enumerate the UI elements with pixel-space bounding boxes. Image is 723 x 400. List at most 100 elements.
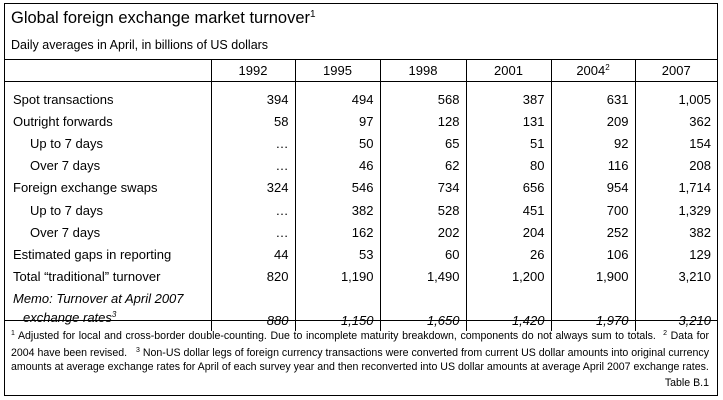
cell-value: 154 <box>634 132 717 155</box>
column-header: 2001 <box>465 59 551 82</box>
cell-value: 204 <box>465 221 551 244</box>
header-row: 1992 1995 1998 2001 20042 2007 <box>5 59 717 82</box>
table-row: Total “traditional” turnover 820 1,190 1… <box>5 265 717 288</box>
memo-value: 1,650 <box>379 287 466 331</box>
cell-value: 131 <box>465 110 551 133</box>
footnote-marker: 2 <box>663 330 668 337</box>
cell-value: 106 <box>550 243 635 266</box>
table-frame: Global foreign exchange market turnover1… <box>4 3 718 396</box>
cell-value: 1,490 <box>379 265 466 288</box>
memo-value: 3,210 <box>634 287 717 331</box>
column-header: 2007 <box>634 59 717 82</box>
row-label: Estimated gaps in reporting <box>13 246 172 262</box>
table-row: Spot transactions 394 494 568 387 631 1,… <box>5 81 717 111</box>
table-subtitle: Daily averages in April, in billions of … <box>11 38 269 52</box>
cell-value: 208 <box>634 154 717 177</box>
memo-value: 1,970 <box>550 287 635 331</box>
cell-value: 1,900 <box>550 265 635 288</box>
row-label: Spot transactions <box>13 91 114 107</box>
cell-value: 128 <box>379 110 466 133</box>
memo-value: 1,150 <box>294 287 380 331</box>
cell-value: 129 <box>634 243 717 266</box>
column-footnote-marker: 2 <box>605 62 610 72</box>
row-label: Up to 7 days <box>30 135 103 151</box>
memo-value: 1,420 <box>465 287 551 331</box>
cell-value: 700 <box>550 198 635 222</box>
cell-value: 162 <box>294 221 380 244</box>
cell-value: 92 <box>550 132 635 155</box>
cell-value: 387 <box>465 81 551 111</box>
table-row: Over 7 days … 162 202 204 252 382 <box>5 221 717 244</box>
cell-value: … <box>210 132 295 155</box>
cell-value: … <box>210 154 295 177</box>
cell-value: 734 <box>379 176 466 199</box>
column-header: 1998 <box>379 59 466 82</box>
cell-value: 382 <box>634 221 717 244</box>
cell-value: 656 <box>465 176 551 199</box>
cell-value: 394 <box>210 81 295 111</box>
row-label: Over 7 days <box>30 224 101 240</box>
cell-value: 3,210 <box>634 265 717 288</box>
cell-value: 1,005 <box>634 81 717 111</box>
cell-value: 362 <box>634 110 717 133</box>
title-footnote-marker: 1 <box>310 9 316 20</box>
cell-value: 80 <box>465 154 551 177</box>
table-row: Estimated gaps in reporting 44 53 60 26 … <box>5 243 717 266</box>
cell-value: 51 <box>465 132 551 155</box>
column-header: 20042 <box>550 59 635 82</box>
memo-label-line2: exchange rates3 <box>23 310 117 326</box>
column-header: 1992 <box>210 59 295 82</box>
footnote-text: Data for 2004 have been revised. <box>11 330 710 359</box>
cell-value: 631 <box>550 81 635 111</box>
table-row: Foreign exchange swaps 324 546 734 656 9… <box>5 176 717 199</box>
footnotes: 1 Adjusted for local and cross-border do… <box>11 327 709 375</box>
row-label: Over 7 days <box>30 158 101 174</box>
memo-row: Memo: Turnover at April 2007 exchange ra… <box>5 287 717 331</box>
cell-value: 1,190 <box>294 265 380 288</box>
turnover-table: 1992 1995 1998 2001 20042 2007 Spot tran… <box>5 59 717 331</box>
cell-value: 26 <box>465 243 551 266</box>
memo-footnote-marker: 3 <box>111 310 117 320</box>
cell-value: 451 <box>465 198 551 222</box>
row-label: Up to 7 days <box>30 202 103 218</box>
row-label: Outright forwards <box>13 113 113 129</box>
footnote-text: Non-US dollar legs of foreign currency t… <box>11 346 709 374</box>
memo-label: Memo: Turnover at April 2007 exchange ra… <box>5 288 211 331</box>
cell-value: 954 <box>550 176 635 199</box>
cell-value: 65 <box>379 132 466 155</box>
table-row: Over 7 days … 46 62 80 116 208 <box>5 154 717 177</box>
footnote-text: Adjusted for local and cross-border doub… <box>17 330 656 342</box>
memo-label-line1: Memo: Turnover at April 2007 <box>13 291 184 307</box>
cell-value: 252 <box>550 221 635 244</box>
cell-value: 209 <box>550 110 635 133</box>
table-reference: Table B.1 <box>664 377 709 389</box>
cell-value: 62 <box>379 154 466 177</box>
table-title: Global foreign exchange market turnover1 <box>11 9 316 28</box>
cell-value: 46 <box>294 154 380 177</box>
table-row: Outright forwards 58 97 128 131 209 362 <box>5 110 717 133</box>
cell-value: 1,329 <box>634 198 717 222</box>
cell-value: 116 <box>550 154 635 177</box>
table-row: Up to 7 days … 382 528 451 700 1,329 <box>5 198 717 222</box>
table-row: Up to 7 days … 50 65 51 92 154 <box>5 132 717 155</box>
cell-value: 568 <box>379 81 466 111</box>
header-blank-cell <box>5 59 211 82</box>
cell-value: 1,714 <box>634 176 717 199</box>
cell-value: 58 <box>210 110 295 133</box>
cell-value: 820 <box>210 265 295 288</box>
footnote-marker: 3 <box>135 346 140 354</box>
cell-value: 382 <box>294 198 380 222</box>
table-body: Spot transactions 394 494 568 387 631 1,… <box>5 81 717 331</box>
footnote-marker: 1 <box>11 330 15 337</box>
row-label: Foreign exchange swaps <box>13 180 158 196</box>
cell-value: … <box>210 221 295 244</box>
cell-value: 53 <box>294 243 380 266</box>
cell-value: 50 <box>294 132 380 155</box>
cell-value: … <box>210 198 295 222</box>
cell-value: 97 <box>294 110 380 133</box>
memo-value: 880 <box>210 287 295 331</box>
cell-value: 60 <box>379 243 466 266</box>
cell-value: 546 <box>294 176 380 199</box>
cell-value: 324 <box>210 176 295 199</box>
column-header: 1995 <box>294 59 380 82</box>
